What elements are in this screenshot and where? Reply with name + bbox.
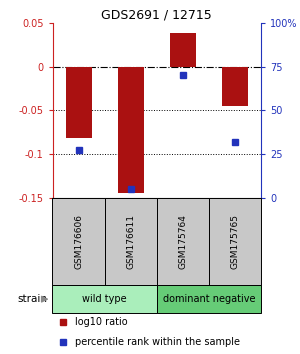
Text: GSM175765: GSM175765 (230, 214, 239, 269)
Bar (65, 67, 92, 138)
Bar (209, 198, 261, 285)
Text: strain: strain (17, 294, 47, 304)
Bar (157, 285, 261, 313)
Text: GSM176611: GSM176611 (126, 214, 135, 269)
Bar (52, 198, 105, 285)
Text: wild type: wild type (82, 294, 127, 304)
Bar (157, 198, 209, 285)
Bar (170, 34, 196, 67)
Bar (105, 198, 157, 285)
Bar (52, 285, 157, 313)
Title: GDS2691 / 12715: GDS2691 / 12715 (101, 9, 212, 22)
Text: GSM175764: GSM175764 (178, 214, 187, 269)
Text: dominant negative: dominant negative (163, 294, 255, 304)
Text: log10 ratio: log10 ratio (75, 316, 128, 326)
Bar (222, 67, 248, 106)
Text: percentile rank within the sample: percentile rank within the sample (75, 337, 240, 347)
Text: GSM176606: GSM176606 (74, 214, 83, 269)
Bar (118, 67, 144, 193)
